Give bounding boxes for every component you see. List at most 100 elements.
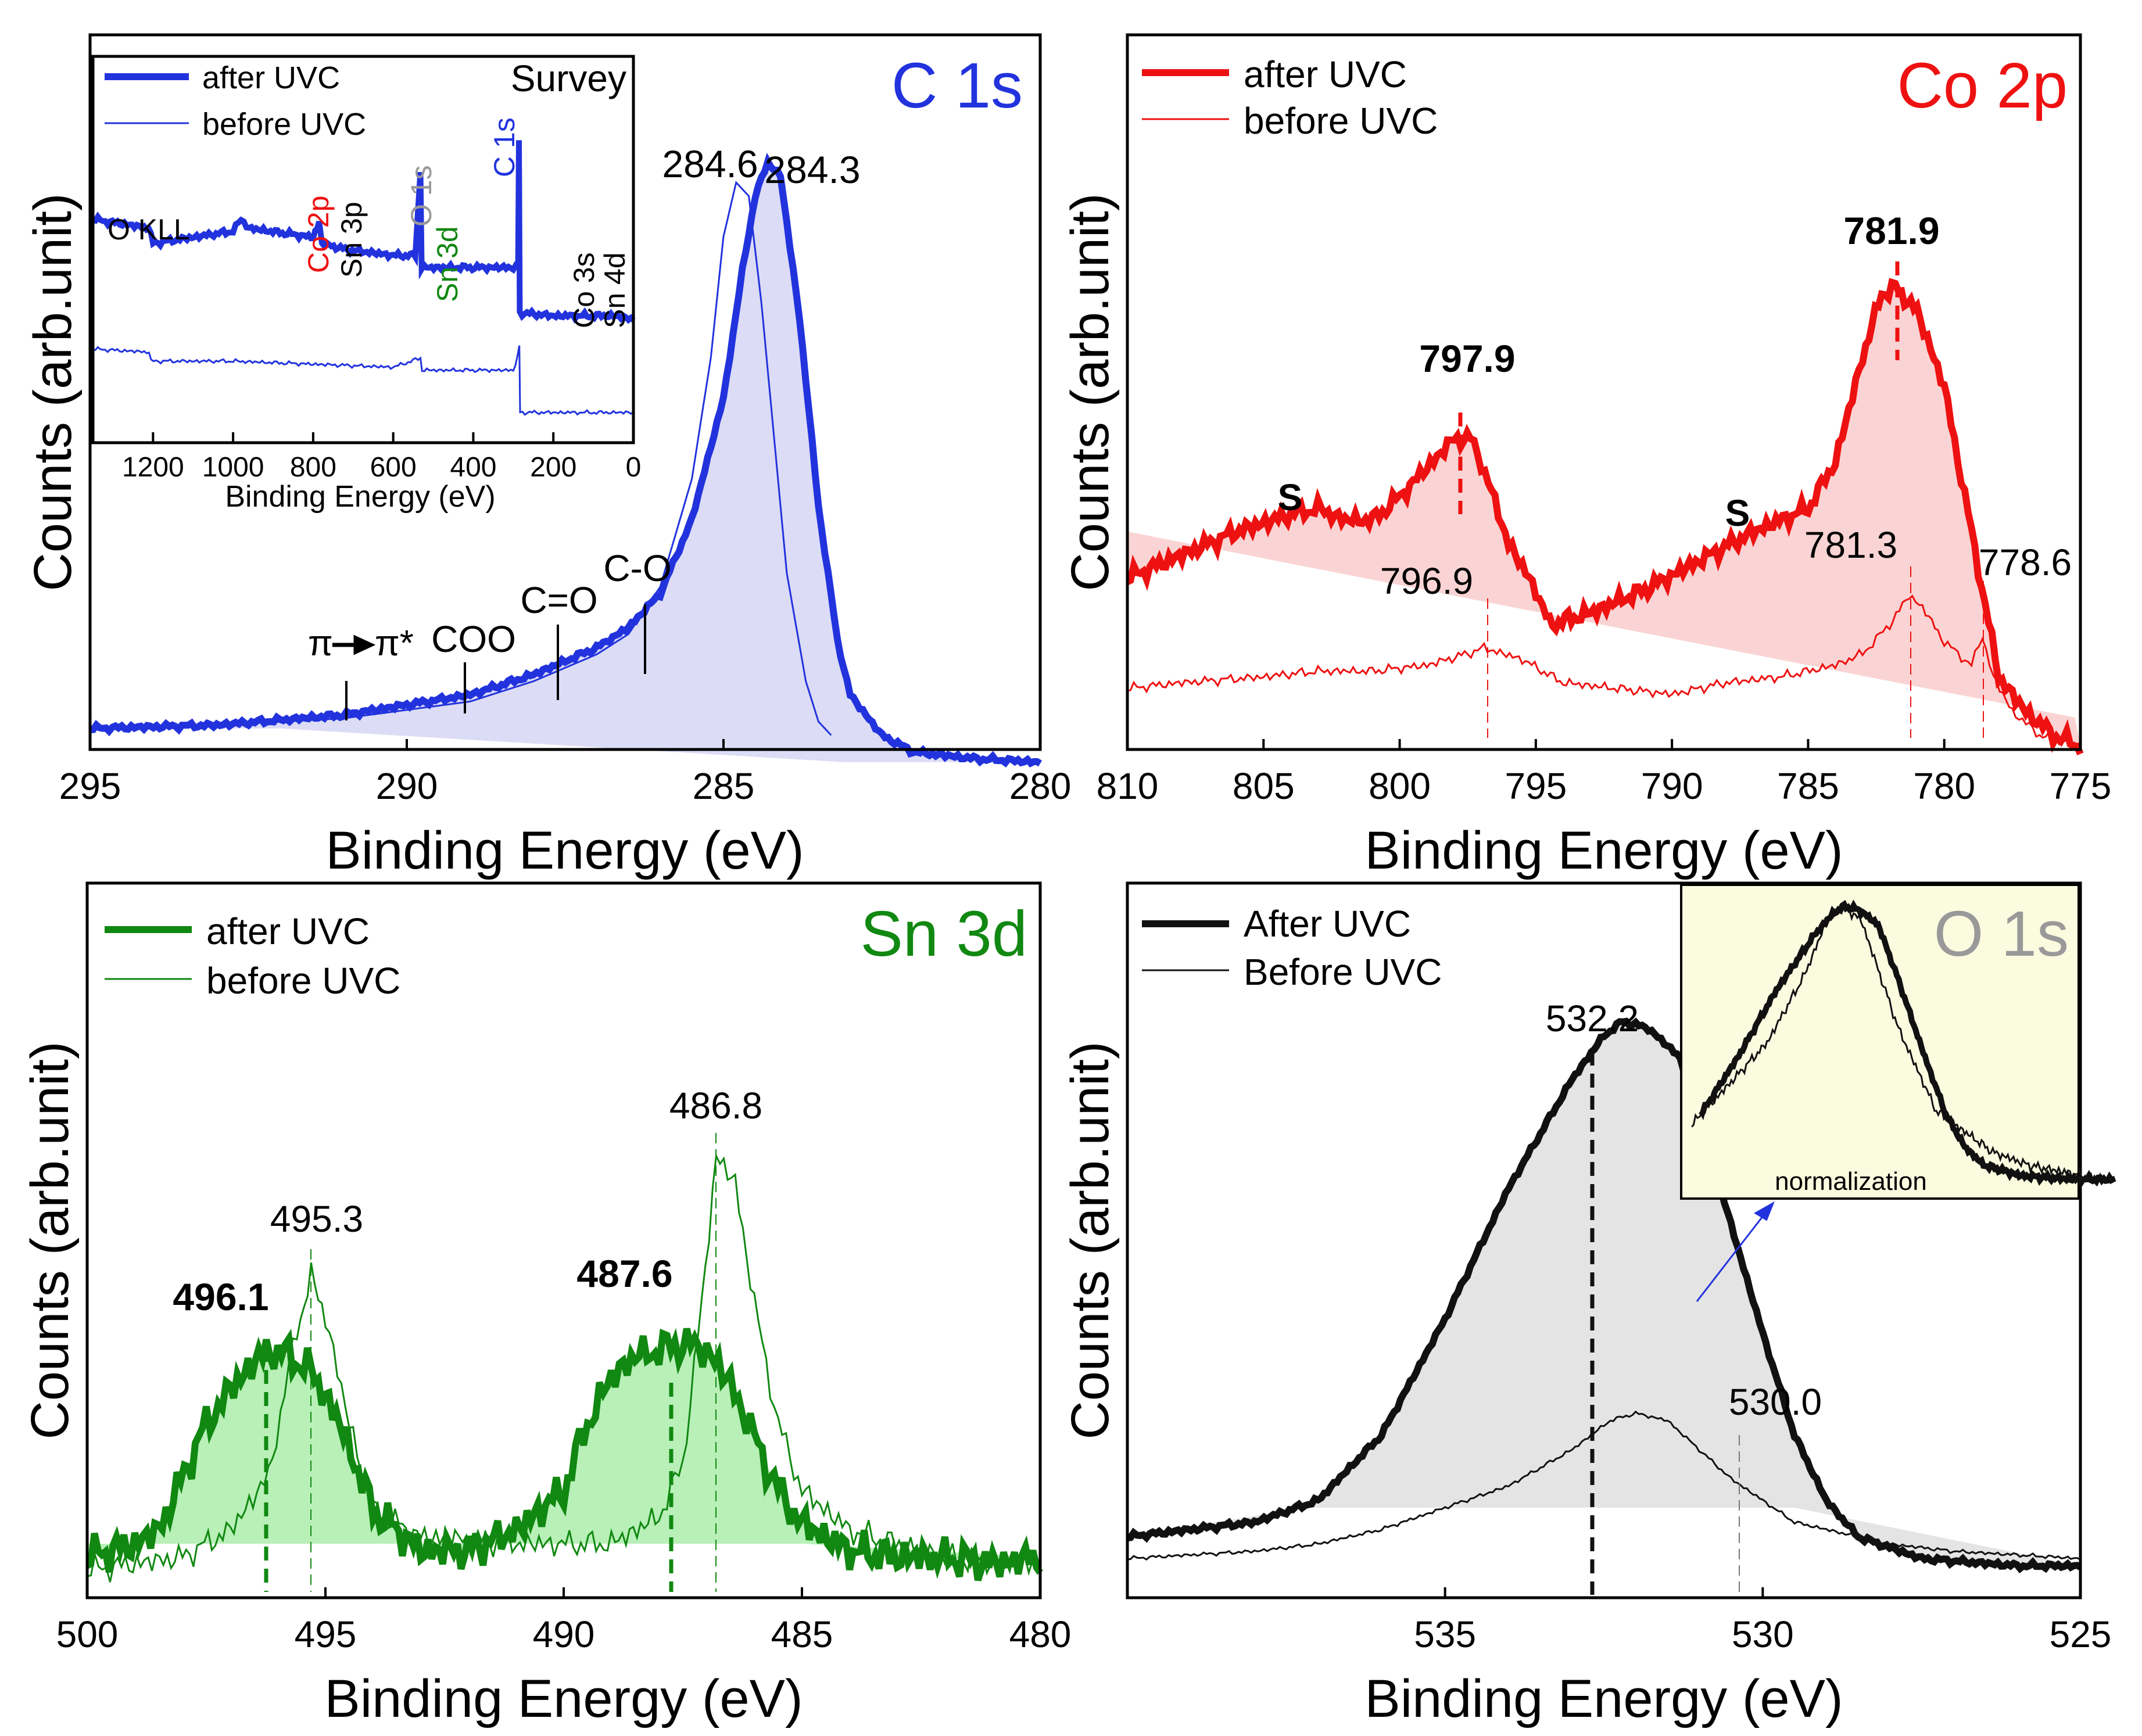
co2p-peak-781-3: 781.3 [1804, 524, 1897, 566]
survey-title: Survey [511, 58, 626, 99]
x-tick-label: 485 [771, 1613, 833, 1655]
o1s-peak-532-2: 532.2 [1546, 998, 1639, 1039]
survey-label-okll: O KLL [108, 213, 190, 246]
normalization-arrowhead [1754, 1201, 1775, 1221]
sn3d-peak-496-1: 496.1 [173, 1275, 268, 1318]
c1s-xlabel: Binding Energy (eV) [325, 821, 804, 880]
x-tick-label: 530 [1732, 1613, 1794, 1655]
survey-label-o1s: O 1s [405, 165, 438, 227]
survey-label-sn3p: Sn 3p [335, 202, 368, 278]
sn3d-legend-after-label: after UVC [206, 910, 370, 952]
c1s-legend-after-label: after UVC [202, 60, 340, 95]
c1s-pi-arrow [332, 634, 376, 655]
x-tick-label: 295 [59, 765, 121, 807]
x-tick-label: 290 [376, 765, 438, 807]
c1s-peak-label-after: 284.3 [764, 148, 860, 191]
x-tick-label: 480 [1009, 1613, 1072, 1655]
c1s-after-fill [90, 162, 1040, 762]
x-tick-label: 535 [1414, 1613, 1476, 1655]
o1s-ylabel: Counts (arb.unit) [1061, 1041, 1120, 1439]
x-tick-label: 0 [626, 452, 642, 483]
x-tick-label: 790 [1641, 765, 1703, 807]
x-tick-label: 795 [1505, 765, 1567, 807]
o1s-legend-before-label: Before UVC [1244, 951, 1442, 993]
survey-before-uvc-line [92, 345, 634, 416]
panel-co2p: 810 805 800 795 790 785 780 775 Co 2p Binding E… [1061, 33, 2112, 880]
sn3d-legend-before-label: before UVC [206, 960, 400, 1002]
x-tick-label: 600 [370, 452, 417, 483]
panel-sn3d: 500 495 490 485 480 Sn 3d Binding Energy (eV… [20, 881, 1072, 1728]
c1s-after-uvc-line [89, 152, 1043, 768]
c1s-annotation-pistar: π* [375, 623, 414, 663]
co2p-after-fill [1127, 288, 2080, 747]
co2p-legend-before-label: before UVC [1244, 100, 1438, 142]
panel-c1s: 295 290 285 280 C 1s Binding Energy (eV) Co… [23, 33, 1072, 880]
co2p-peak-781-9: 781.9 [1843, 209, 1939, 252]
x-tick-label: 775 [2050, 765, 2112, 807]
co2p-satellite-label-1: S [1278, 476, 1303, 518]
x-tick-label: 805 [1233, 765, 1295, 807]
c1s-peak-label-before: 284.6 [662, 142, 758, 185]
c1s-annotation-coo: COO [431, 618, 516, 660]
c1s-x-ticks: 295 290 285 280 [59, 739, 1072, 807]
o1s-after-fill [1127, 1021, 2080, 1566]
c1s-annotation-pi: π [308, 623, 333, 663]
o1s-xlabel: Binding Energy (eV) [1364, 1669, 1843, 1728]
sn3d-peak-486-8: 486.8 [669, 1085, 762, 1127]
c1s-annotation-ceo: C=O [520, 579, 597, 621]
x-tick-label: 1000 [202, 452, 264, 483]
co2p-xlabel: Binding Energy (eV) [1364, 821, 1843, 880]
survey-frame [91, 55, 635, 444]
o1s-title: O 1s [1934, 898, 2069, 970]
o1s-before-uvc-line [1127, 1410, 2081, 1561]
x-tick-label: 490 [533, 1613, 595, 1655]
x-tick-label: 500 [56, 1613, 119, 1655]
o1s-legend-after-label: After UVC [1244, 903, 1411, 945]
o1s-plot-frame [1126, 881, 2082, 1599]
normalization-arrow [1696, 1211, 1768, 1302]
x-tick-label: 785 [1777, 765, 1839, 807]
o1s-after-uvc-line [1127, 1017, 2082, 1574]
sn3d-legend: after UVC before UVC [105, 910, 400, 1002]
c1s-annotation-co: C-O [603, 547, 671, 589]
sn3d-ylabel: Counts (arb.unit) [20, 1041, 80, 1439]
co2p-plot-frame [1126, 33, 2082, 751]
c1s-plot-frame [88, 33, 1042, 751]
o1s-legend: After UVC Before UVC [1142, 903, 1442, 993]
c1s-legend: after UVC before UVC [105, 60, 366, 142]
survey-xlabel: Binding Energy (eV) [225, 480, 495, 514]
x-tick-label: 800 [1369, 765, 1431, 807]
x-tick-label: 495 [295, 1613, 357, 1655]
x-tick-label: 800 [290, 452, 336, 483]
co2p-legend: after UVC before UVC [1142, 53, 1438, 142]
survey-after-uvc-line [92, 140, 636, 324]
co2p-satellite-label-2: S [1725, 492, 1750, 534]
c1s-legend-before-label: before UVC [202, 107, 366, 142]
c1s-ylabel: Counts (arb.unit) [23, 193, 83, 591]
o1s-peak-530-0: 530.0 [1729, 1381, 1822, 1423]
o1s-inset-after-line [1699, 899, 2116, 1189]
sn3d-x-ticks: 500 495 490 485 480 [56, 1587, 1072, 1655]
co2p-after-uvc-line [1126, 278, 2084, 756]
sn3d-after-fill [87, 1343, 1040, 1564]
x-tick-label: 1200 [122, 452, 184, 483]
x-tick-label: 810 [1097, 765, 1159, 807]
survey-inset: 1200 1000 800 600 400 200 0 Survey Binding Ene… [91, 55, 642, 514]
sn3d-title: Sn 3d [861, 898, 1027, 970]
c1s-title: C 1s [891, 50, 1023, 121]
co2p-peak-796-9: 796.9 [1380, 560, 1473, 602]
survey-label-sn4d: Sn 4d [599, 252, 631, 328]
x-tick-label: 280 [1009, 765, 1072, 807]
o1s-normalization-inset: O 1s normalization [1680, 884, 2116, 1200]
sn3d-peak-495-3: 495.3 [270, 1198, 363, 1240]
survey-label-sn3d: Sn 3d [431, 226, 464, 302]
co2p-peak-797-9: 797.9 [1419, 337, 1515, 380]
co2p-legend-after-label: after UVC [1244, 53, 1407, 95]
o1s-inset-before-line [1691, 900, 2107, 1182]
x-tick-label: 780 [1913, 765, 1975, 807]
sn3d-after-uvc-line [85, 1328, 1043, 1581]
sn3d-peak-487-6: 487.6 [576, 1252, 672, 1295]
x-tick-label: 285 [693, 765, 755, 807]
co2p-title: Co 2p [1897, 50, 2068, 121]
